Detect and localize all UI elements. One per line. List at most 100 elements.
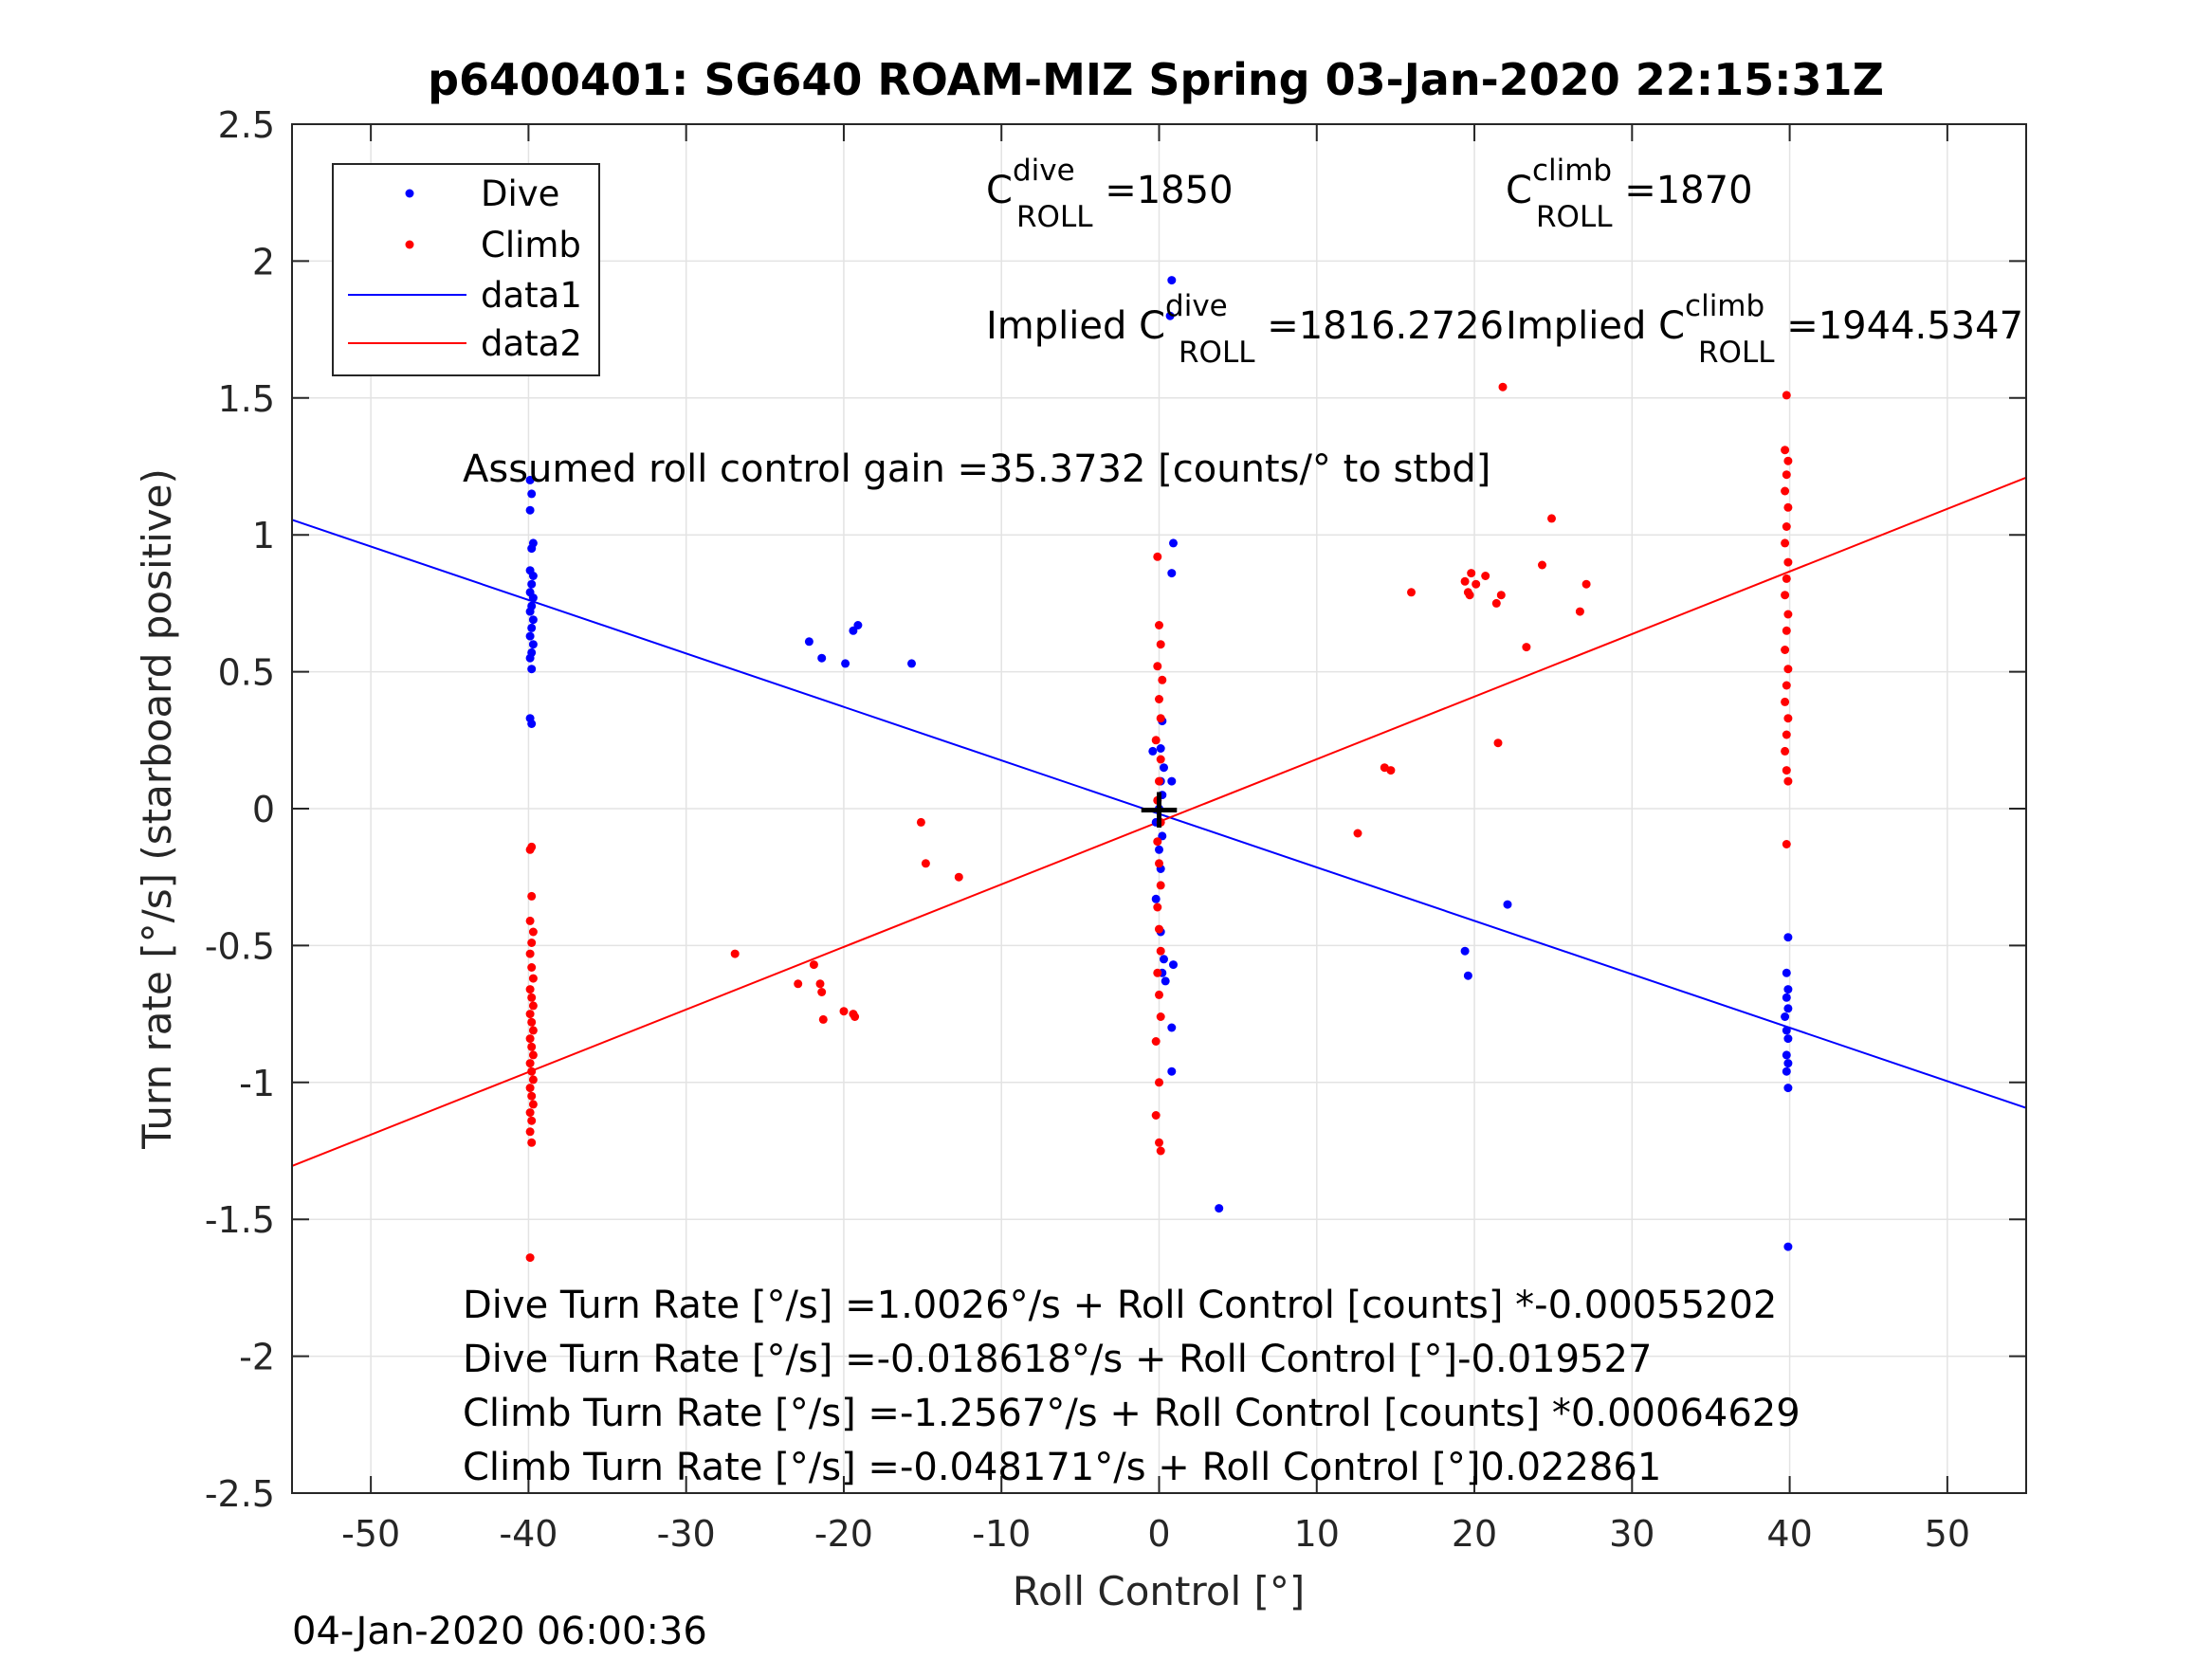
data-point-climb — [525, 1084, 535, 1093]
data-point-dive — [528, 615, 538, 625]
data-point-dive — [1169, 538, 1178, 548]
data-point-dive — [1783, 1084, 1793, 1093]
data-point-dive — [1148, 746, 1158, 756]
data-point-climb — [1783, 610, 1793, 619]
dive-fit-degrees-annotation: Dive Turn Rate [°/s] =-0.018618°/s + Rol… — [463, 1338, 1652, 1381]
data-point-climb — [1581, 579, 1591, 589]
data-point-dive — [853, 621, 863, 629]
x-tick-label: -30 — [657, 1513, 716, 1555]
data-point-climb — [1782, 391, 1791, 400]
y-tick-label: -1 — [239, 1063, 275, 1104]
data-point-climb — [1155, 695, 1163, 703]
data-point-dive — [528, 593, 538, 603]
data-point-dive — [1167, 276, 1177, 285]
data-point-climb — [527, 963, 537, 972]
c-roll-dive-annotation: Cdive ROLL =1850 — [986, 154, 1234, 234]
data-point-dive — [1215, 1204, 1224, 1213]
data-point-climb — [1782, 766, 1791, 775]
implied-c-roll-climb-annotation: Implied Cclimb ROLL =1944.5347 — [1506, 289, 2023, 370]
data-point-dive — [527, 665, 537, 674]
implied-climb-subscript: ROLL — [1698, 336, 1775, 370]
data-point-climb — [1782, 470, 1791, 480]
data-point-dive — [1167, 1066, 1177, 1076]
data-point-dive — [1156, 744, 1165, 753]
fit-line-data1 — [291, 519, 2027, 1109]
data-point-climb — [954, 872, 963, 882]
data-point-climb — [527, 1042, 537, 1051]
y-tick-label: 2.5 — [218, 104, 275, 146]
y-tick-label: 0 — [252, 789, 275, 830]
chart-title: p6400401: SG640 ROAM-MIZ Spring 03-Jan-2… — [428, 54, 1884, 105]
data-point-climb — [1460, 576, 1470, 586]
data-point-climb — [528, 974, 538, 983]
data-point-climb — [1155, 776, 1163, 786]
data-point-climb — [528, 1100, 538, 1109]
data-point-climb — [1153, 837, 1162, 847]
x-tick-label: 20 — [1452, 1513, 1497, 1555]
data-point-climb — [1156, 755, 1165, 764]
x-tick-label: 40 — [1766, 1513, 1812, 1555]
data-point-climb — [1155, 1138, 1163, 1147]
data-point-dive — [804, 637, 814, 647]
data-point-climb — [527, 1017, 537, 1027]
data-point-climb — [527, 891, 537, 901]
data-point-climb — [1153, 902, 1162, 912]
y-tick-label: -0.5 — [205, 925, 275, 967]
legend-data1-label: data1 — [481, 275, 582, 316]
data-point-climb — [1575, 607, 1584, 616]
data-point-climb — [1493, 738, 1503, 748]
data-point-climb — [1155, 621, 1163, 629]
data-point-climb — [528, 1075, 538, 1085]
y-tick-label: 1 — [252, 515, 275, 556]
data-point-climb — [1781, 646, 1790, 654]
data-point-climb — [1407, 588, 1416, 597]
data-point-dive — [1783, 1242, 1793, 1251]
data-point-climb — [1781, 486, 1790, 496]
data-point-climb — [1782, 681, 1791, 690]
data-point-climb — [525, 845, 535, 854]
data-point-dive — [528, 572, 538, 580]
data-point-climb — [1465, 591, 1474, 600]
data-point-climb — [1153, 795, 1162, 805]
data-point-climb — [1491, 598, 1501, 608]
x-tick-label: -10 — [972, 1513, 1031, 1555]
data-point-climb — [1151, 1111, 1161, 1120]
data-point-dive — [1782, 993, 1791, 1002]
data-point-climb — [1782, 840, 1791, 848]
data-point-climb — [815, 979, 825, 989]
data-point-dive — [525, 475, 535, 484]
data-point-climb — [1783, 776, 1793, 786]
x-axis-label: Roll Control [°] — [1013, 1568, 1306, 1614]
data-point-dive — [1783, 1059, 1793, 1068]
y-tick-label: -2.5 — [205, 1473, 275, 1515]
legend-entry-data1: data1 — [348, 275, 582, 316]
c-roll-dive-value: =1850 — [1092, 169, 1233, 212]
data-point-climb — [1153, 968, 1162, 977]
legend-entry-climb: Climb — [405, 225, 581, 265]
data-point-dive — [907, 659, 916, 668]
data-point-dive — [1167, 569, 1177, 578]
data-point-dive — [1160, 763, 1168, 773]
x-tick-label: 10 — [1294, 1513, 1340, 1555]
data-point-climb — [1782, 522, 1791, 531]
data-point-dive — [527, 579, 537, 589]
origin-cross: + — [1135, 775, 1182, 842]
origin-marker: + — [1135, 775, 1182, 842]
data-point-dive — [1783, 1004, 1793, 1013]
data-point-climb — [1156, 946, 1165, 956]
data-point-dive — [525, 653, 535, 663]
data-point-dive — [1460, 946, 1470, 956]
data-point-climb — [525, 1010, 535, 1019]
data-point-dive — [1782, 1026, 1791, 1035]
data-point-dive — [527, 544, 537, 554]
data-point-climb — [1783, 665, 1793, 674]
footer-timestamp: 04-Jan-2020 06:00:36 — [292, 1610, 707, 1653]
data-point-dive — [1161, 976, 1170, 986]
implied-climb-prefix: Implied C — [1506, 304, 1685, 348]
y-tick-label: 0.5 — [218, 652, 275, 694]
legend-entry-data2: data2 — [348, 323, 582, 364]
x-tick-label: 0 — [1147, 1513, 1170, 1555]
data-point-dive — [1151, 894, 1161, 903]
c-roll-dive-superscript: dive — [1013, 154, 1075, 188]
legend-dive-label: Dive — [481, 173, 559, 214]
